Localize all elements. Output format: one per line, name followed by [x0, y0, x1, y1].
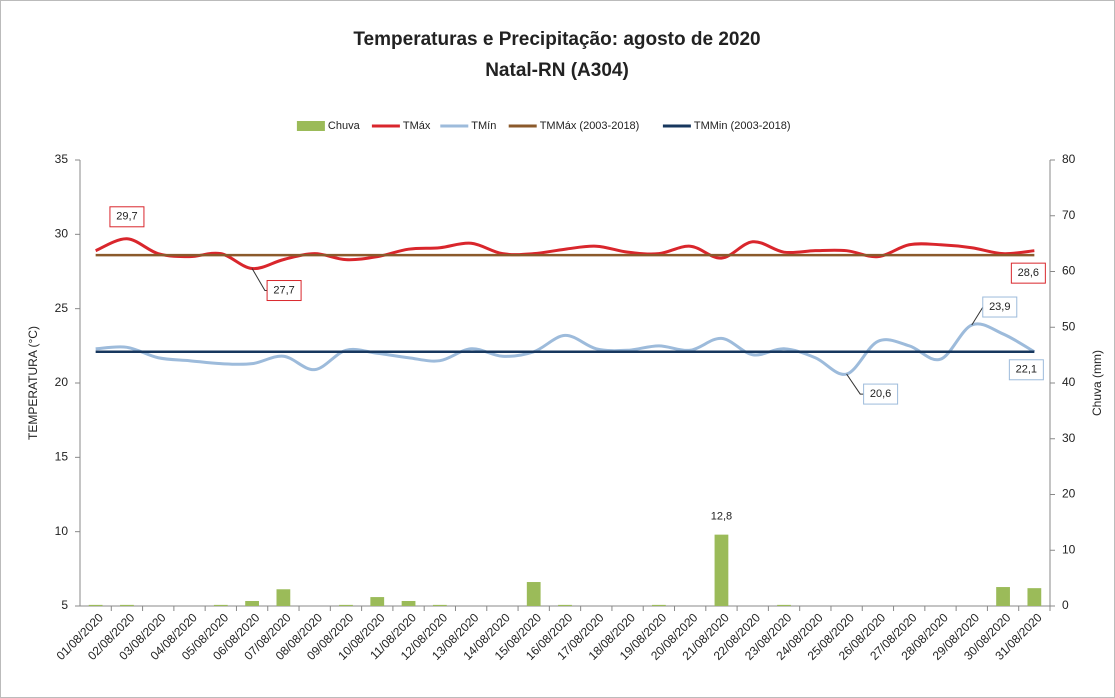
data-label: 20,6	[870, 388, 891, 400]
bar	[777, 604, 791, 606]
data-label-box	[863, 383, 899, 405]
data-label-box	[982, 296, 1018, 318]
data-label: 23,9	[989, 301, 1010, 313]
y2-tick-label: 40	[1062, 375, 1076, 389]
y-tick-label: 20	[55, 375, 69, 389]
data-label: 28,6	[1018, 267, 1039, 279]
bar	[558, 604, 572, 606]
y2-tick-label: 60	[1062, 264, 1076, 278]
chart-subtitle: Natal-RN (A304)	[485, 60, 629, 81]
y-tick-label: 25	[55, 301, 69, 315]
legend-label: TMMin (2003-2018)	[694, 120, 791, 132]
bar	[714, 534, 729, 606]
legend-label: TMáx	[403, 120, 431, 132]
legend-swatch	[296, 121, 325, 131]
data-label: 27,7	[273, 284, 294, 296]
bar	[996, 587, 1010, 606]
legend-label: Chuva	[328, 120, 361, 132]
bar	[245, 600, 259, 606]
chart-title: Temperaturas e Precipitação: agosto de 2…	[353, 29, 760, 50]
y2-tick-label: 0	[1062, 598, 1069, 612]
y-tick-label: 5	[61, 598, 68, 612]
bar	[120, 604, 134, 606]
y-tick-label: 15	[55, 450, 69, 464]
bar	[401, 600, 416, 606]
bar	[432, 604, 447, 606]
y-tick-label: 35	[55, 152, 69, 166]
y2-tick-label: 70	[1062, 208, 1076, 222]
data-label-box	[1008, 359, 1044, 381]
data-label-box	[1010, 262, 1046, 284]
legend-label: TMín	[471, 120, 496, 132]
bar	[339, 604, 353, 606]
bar	[276, 589, 291, 606]
bar	[213, 604, 228, 606]
y2-tick-label: 20	[1062, 487, 1076, 501]
y-axis-title: TEMPERATURA (°C)	[26, 326, 40, 440]
data-label: 29,7	[116, 211, 137, 223]
y2-tick-label: 30	[1062, 431, 1076, 445]
data-label-box	[109, 206, 145, 228]
y-tick-label: 30	[55, 227, 69, 241]
bar	[526, 582, 541, 606]
line	[95, 322, 1036, 376]
y2-tick-label: 10	[1062, 542, 1076, 556]
bar	[1027, 588, 1042, 606]
bar	[370, 597, 385, 606]
y-tick-label: 10	[55, 524, 69, 538]
y2-tick-label: 80	[1062, 152, 1076, 166]
data-label-box	[266, 280, 302, 302]
legend-label: TMMáx (2003-2018)	[540, 120, 640, 132]
data-label: 22,1	[1016, 364, 1037, 376]
data-label: 12,8	[711, 511, 732, 523]
bar	[651, 604, 666, 606]
y2-tick-label: 50	[1062, 319, 1076, 333]
bar	[88, 604, 103, 606]
y2-axis-title: Chuva (mm)	[1090, 350, 1104, 416]
